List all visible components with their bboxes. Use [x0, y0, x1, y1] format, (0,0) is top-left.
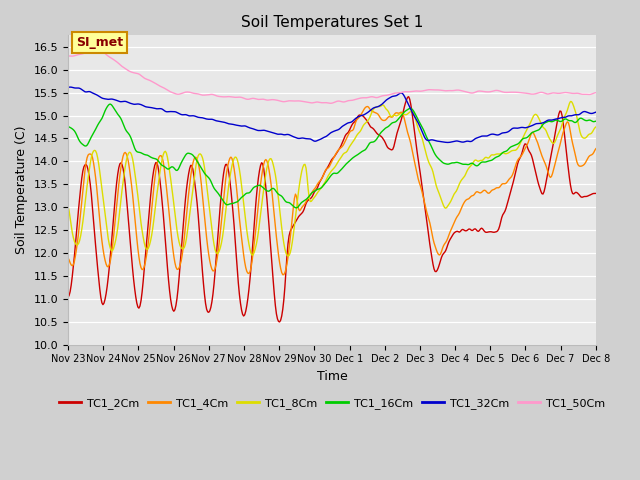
Y-axis label: Soil Temperature (C): Soil Temperature (C)	[15, 126, 28, 254]
Legend: TC1_2Cm, TC1_4Cm, TC1_8Cm, TC1_16Cm, TC1_32Cm, TC1_50Cm: TC1_2Cm, TC1_4Cm, TC1_8Cm, TC1_16Cm, TC1…	[55, 394, 609, 413]
X-axis label: Time: Time	[317, 370, 348, 383]
Text: SI_met: SI_met	[76, 36, 123, 49]
Title: Soil Temperatures Set 1: Soil Temperatures Set 1	[241, 15, 423, 30]
